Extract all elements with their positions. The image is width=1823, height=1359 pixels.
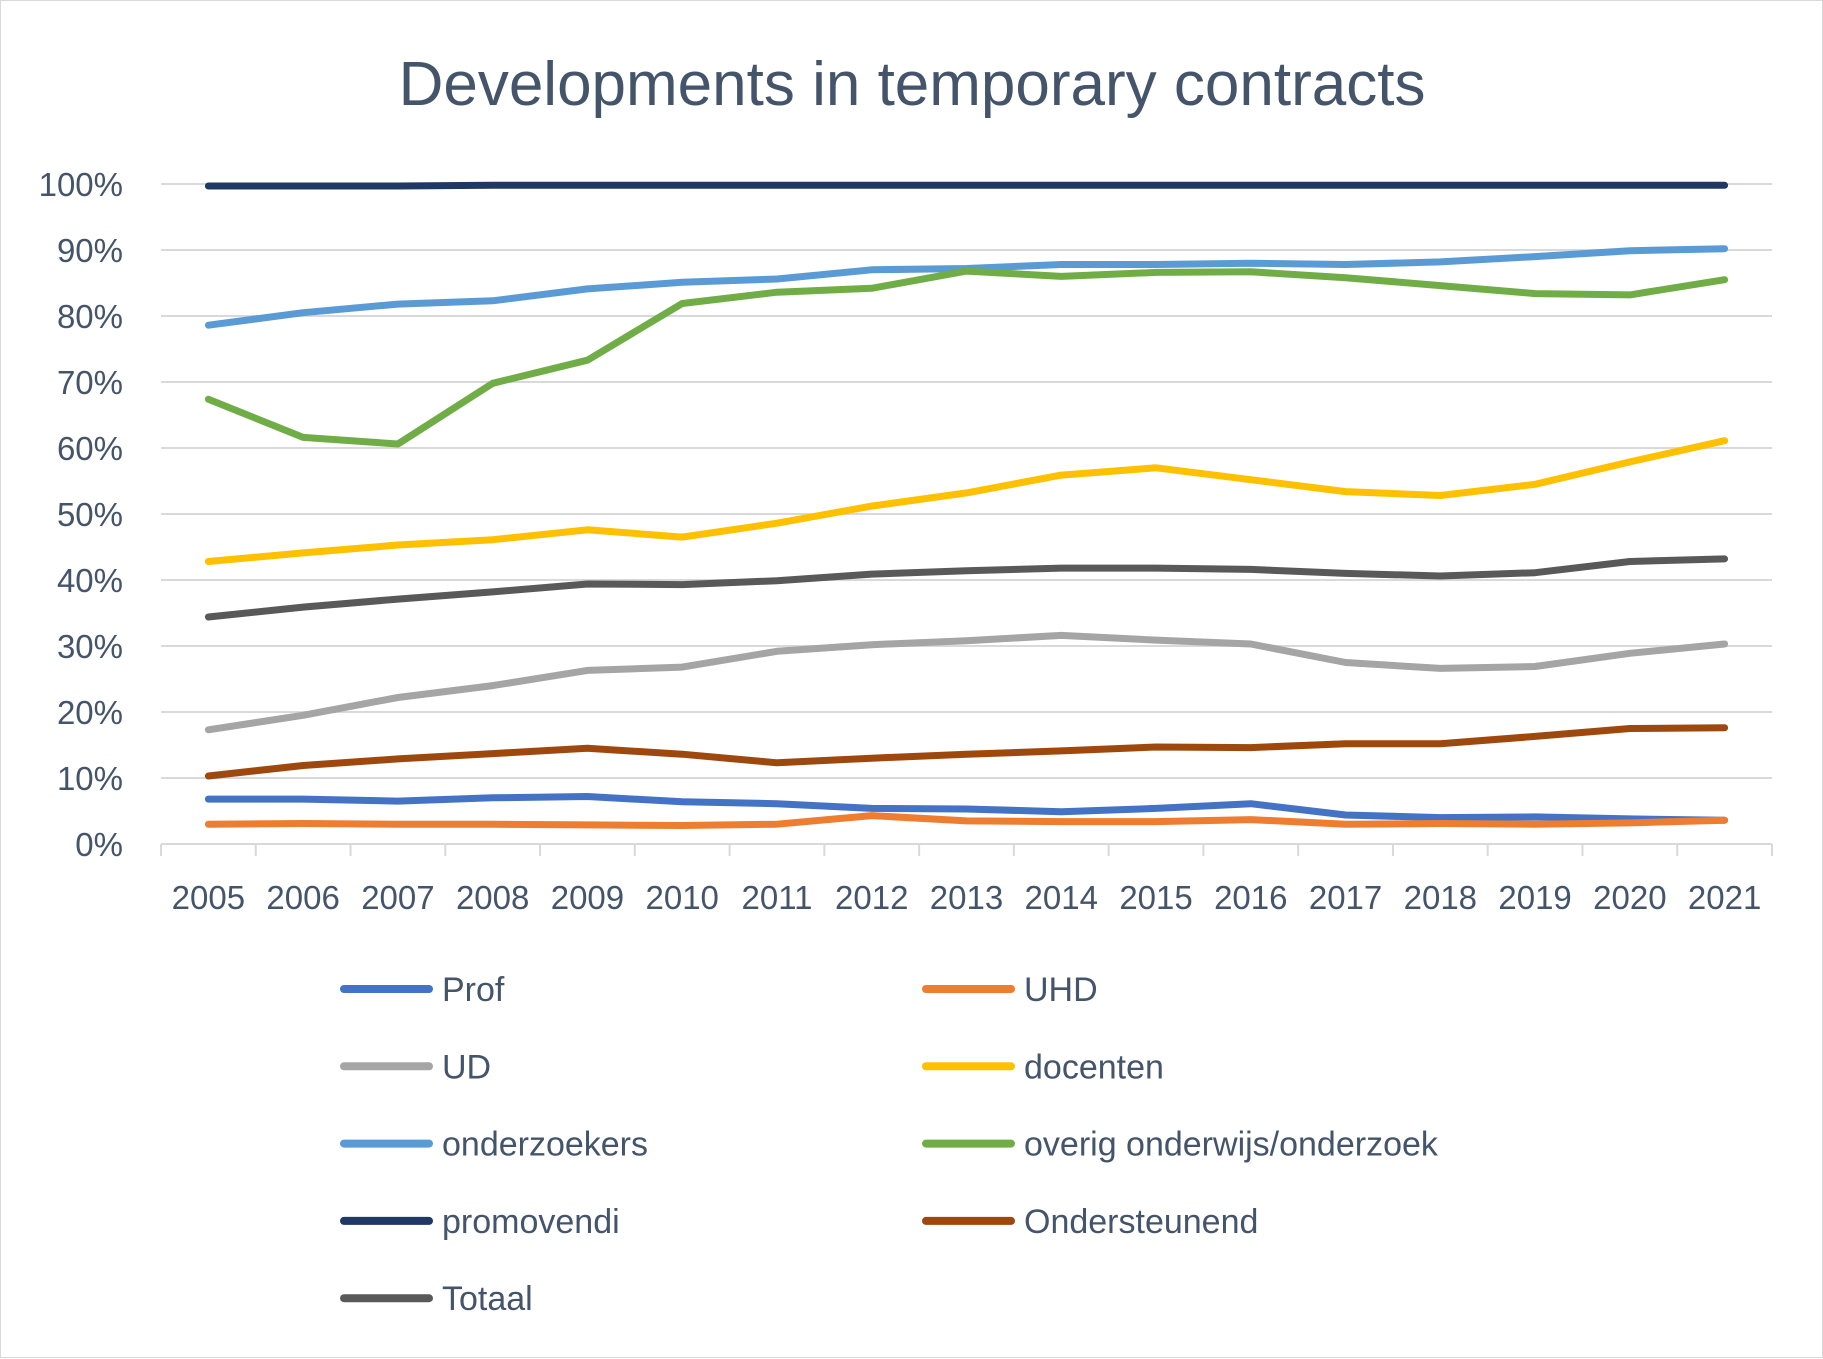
x-tick-label: 2020 bbox=[1593, 879, 1666, 916]
x-tick-label: 2010 bbox=[645, 879, 718, 916]
series-line-ondersteunend bbox=[204, 724, 1729, 780]
legend-item: docenten bbox=[922, 1048, 1164, 1086]
x-tick-label: 2016 bbox=[1214, 879, 1287, 916]
series-line-prof bbox=[204, 793, 1729, 824]
series-line-docenten bbox=[204, 437, 1729, 565]
legend: Prof UHD UD docenten onderzoekers overig onde… bbox=[340, 971, 1439, 1318]
legend-item: overig onderwijs/onderzoek bbox=[922, 1126, 1439, 1164]
legend-label: promovendi bbox=[442, 1203, 620, 1241]
y-tick-label: 40% bbox=[57, 562, 123, 599]
y-tick-label: 30% bbox=[57, 628, 123, 665]
y-tick-label: 60% bbox=[57, 430, 123, 467]
x-tick-label: 2013 bbox=[930, 879, 1003, 916]
x-tick-label: 2019 bbox=[1498, 879, 1571, 916]
x-tick-label: 2006 bbox=[266, 879, 339, 916]
legend-label: UHD bbox=[1024, 971, 1098, 1009]
x-tick-label: 2011 bbox=[741, 879, 812, 916]
y-tick-label: 90% bbox=[57, 232, 123, 269]
series-lines bbox=[204, 181, 1729, 829]
legend-label: Totaal bbox=[442, 1280, 533, 1318]
y-tick-label: 10% bbox=[57, 760, 123, 797]
legend-item: UD bbox=[340, 1048, 491, 1086]
x-tick-label: 2014 bbox=[1025, 879, 1098, 916]
x-tick-label: 2012 bbox=[835, 879, 908, 916]
x-tick-label: 2007 bbox=[361, 879, 434, 916]
x-axis-tick-labels: 2005 2006 2007 2008 2009 2010 2011 2012 2013 2014… bbox=[172, 879, 1762, 916]
series-line-ud bbox=[204, 631, 1729, 734]
x-tick-label: 2008 bbox=[456, 879, 529, 916]
legend-item: UHD bbox=[922, 971, 1098, 1009]
legend-item: Prof bbox=[340, 971, 505, 1009]
x-tick-label: 2009 bbox=[551, 879, 624, 916]
series-line-uhd bbox=[204, 812, 1729, 829]
y-tick-label: 20% bbox=[57, 694, 123, 731]
y-tick-label: 0% bbox=[75, 826, 123, 863]
legend-label: overig onderwijs/onderzoek bbox=[1024, 1126, 1439, 1164]
legend-label: Ondersteunend bbox=[1024, 1203, 1258, 1241]
legend-label: UD bbox=[442, 1048, 491, 1086]
x-axis bbox=[160, 843, 1773, 856]
series-line-totaal bbox=[204, 555, 1729, 621]
legend-item: Ondersteunend bbox=[922, 1203, 1258, 1241]
legend-label: Prof bbox=[442, 971, 505, 1009]
x-tick-label: 2017 bbox=[1309, 879, 1382, 916]
y-axis-tick-labels: 0% 10% 20% 30% 40% 50% 60% 70% 80% 90% 100% bbox=[39, 166, 123, 863]
legend-item: promovendi bbox=[340, 1203, 620, 1241]
legend-label: docenten bbox=[1024, 1048, 1164, 1086]
chart-title: Developments in temporary contracts bbox=[399, 50, 1426, 119]
series-line-promovendi bbox=[204, 181, 1729, 190]
y-tick-label: 80% bbox=[57, 298, 123, 335]
series-line-overig-onderwijs-onderzoek bbox=[204, 267, 1729, 448]
legend-label: onderzoekers bbox=[442, 1126, 648, 1164]
x-tick-label: 2021 bbox=[1688, 879, 1761, 916]
legend-item: onderzoekers bbox=[340, 1126, 648, 1164]
y-tick-label: 70% bbox=[57, 364, 123, 401]
y-tick-label: 100% bbox=[39, 166, 123, 203]
x-tick-label: 2018 bbox=[1404, 879, 1477, 916]
legend-item: Totaal bbox=[340, 1280, 533, 1318]
x-tick-label: 2005 bbox=[172, 879, 245, 916]
y-tick-label: 50% bbox=[57, 496, 123, 533]
x-tick-label: 2015 bbox=[1119, 879, 1192, 916]
